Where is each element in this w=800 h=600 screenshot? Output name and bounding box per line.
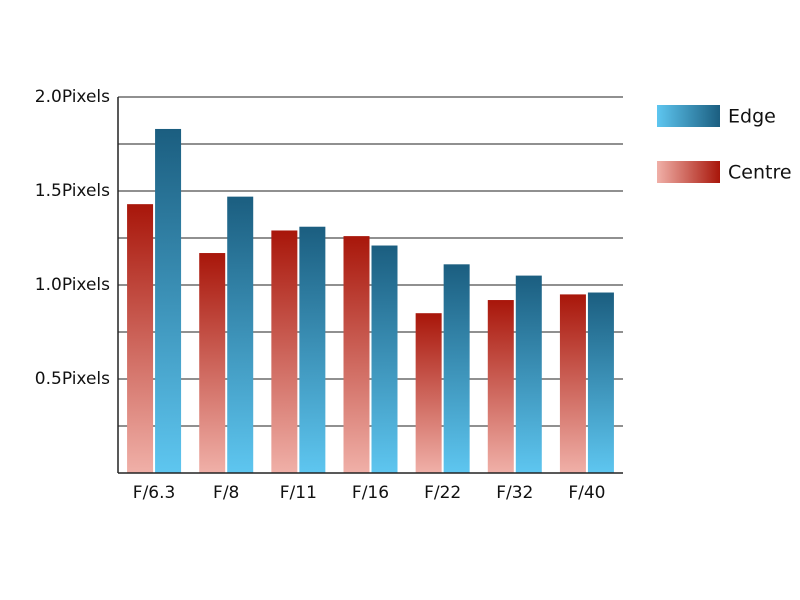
legend-label: Centre	[728, 162, 792, 184]
y-tick-label: 1.0Pixels	[35, 275, 110, 295]
bar	[199, 253, 226, 473]
y-tick-label: 1.5Pixels	[35, 181, 110, 201]
bar	[271, 230, 298, 473]
y-tick-label: 0.5Pixels	[35, 369, 110, 389]
bar	[587, 292, 614, 473]
bar	[227, 196, 254, 473]
bar	[371, 245, 398, 473]
bar	[415, 313, 442, 473]
x-tick-label: F/6.3	[133, 483, 176, 503]
bar	[155, 128, 182, 473]
bar	[487, 300, 514, 473]
bar	[299, 226, 326, 473]
x-tick-label: F/32	[496, 483, 533, 503]
legend-label: Edge	[728, 106, 776, 128]
bar	[515, 275, 542, 473]
legend-swatch	[657, 105, 720, 127]
x-tick-label: F/8	[213, 483, 239, 503]
x-tick-label: F/22	[424, 483, 461, 503]
bar	[559, 294, 586, 473]
bar	[343, 236, 370, 473]
bar	[443, 264, 470, 473]
legend-swatch	[657, 161, 720, 183]
bar	[127, 204, 154, 473]
y-tick-label: 2.0Pixels	[35, 87, 110, 107]
x-tick-label: F/11	[280, 483, 317, 503]
x-tick-label: F/16	[352, 483, 389, 503]
x-tick-label: F/40	[568, 483, 605, 503]
